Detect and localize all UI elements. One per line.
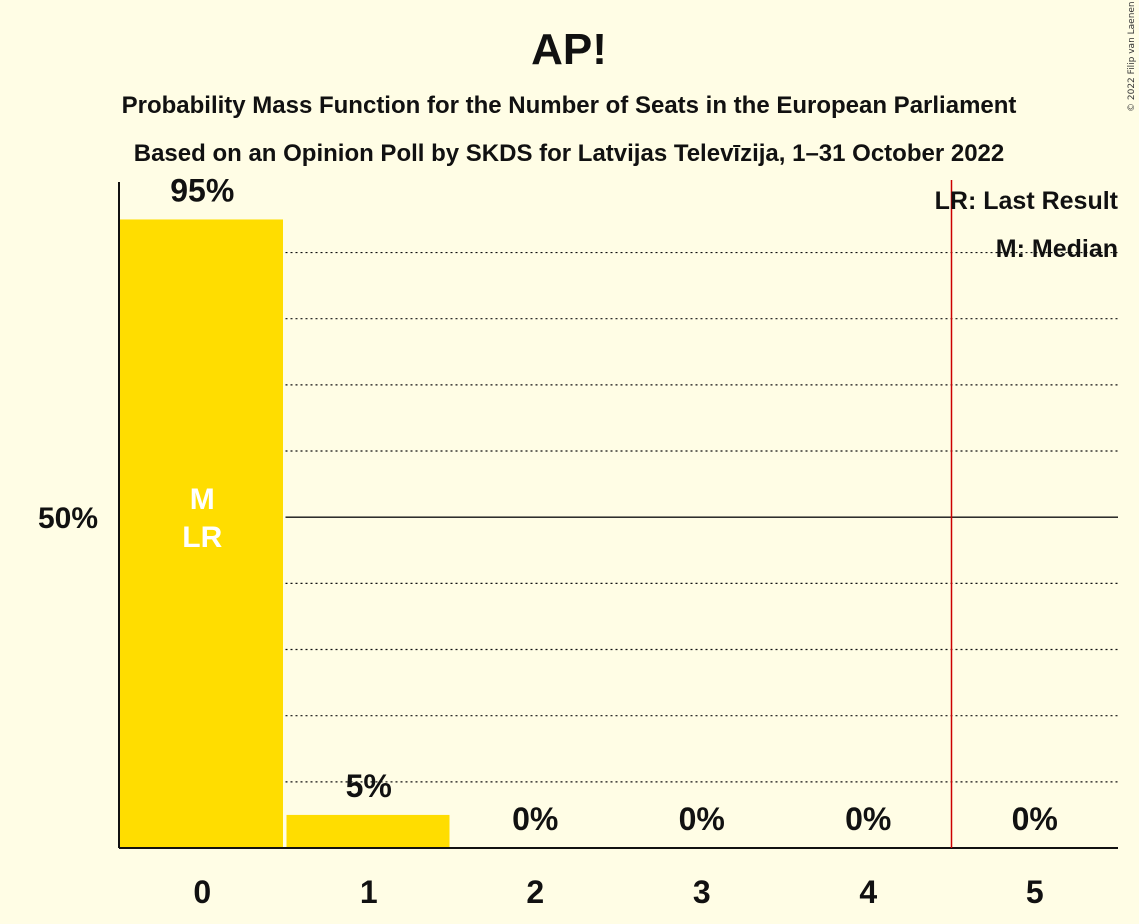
bars: [120, 219, 450, 849]
data-labels: 95% 5% 0% 0% 0% 0%: [170, 172, 1058, 837]
bar-seats-1: [286, 814, 450, 848]
last-result-marker: LR: [182, 521, 222, 554]
gridlines: [285, 251, 1118, 783]
x-tick-label-1: 1: [360, 874, 378, 910]
data-label-seats-3: 0%: [679, 801, 725, 837]
chart-subtitle-method: Probability Mass Function for the Number…: [122, 92, 1017, 119]
copyright-notice: © 2022 Filip van Laenen: [1127, 1, 1137, 112]
x-tick-label-4: 4: [859, 874, 877, 910]
markers: M LR: [182, 180, 953, 848]
data-label-seats-0: 95%: [170, 172, 234, 208]
x-tick-label-2: 2: [526, 874, 544, 910]
median-marker: M: [190, 483, 215, 516]
legend-last-result: LR: Last Result: [935, 187, 1119, 215]
x-tick-label-3: 3: [693, 874, 711, 910]
chart-subtitle-poll: Based on an Opinion Poll by SKDS for Lat…: [134, 140, 1005, 167]
chart-title: AP!: [531, 25, 607, 74]
data-label-seats-4: 0%: [845, 801, 891, 837]
data-label-seats-1: 5%: [346, 768, 392, 804]
x-tick-label-0: 0: [193, 874, 211, 910]
y-tick-label: 50%: [38, 502, 98, 535]
legend-median: M: Median: [996, 235, 1118, 263]
bar-seats-0: [120, 219, 283, 849]
x-tick-label-5: 5: [1026, 874, 1044, 910]
data-label-seats-2: 0%: [512, 801, 558, 837]
data-label-seats-5: 0%: [1012, 801, 1058, 837]
